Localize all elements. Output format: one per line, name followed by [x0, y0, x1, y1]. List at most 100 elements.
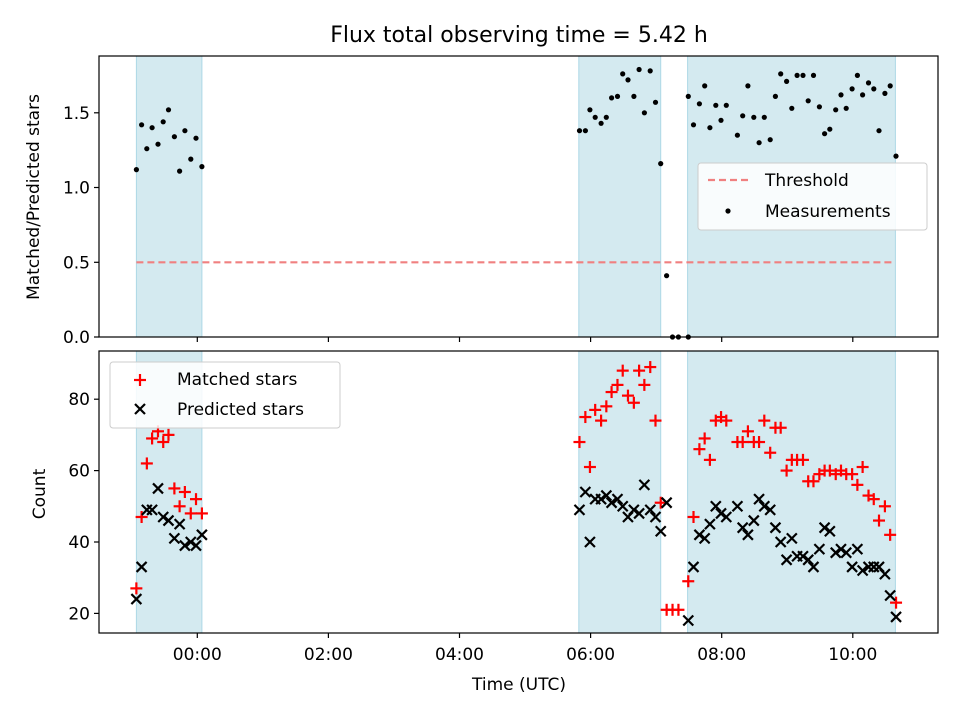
count-observing-window	[578, 350, 662, 634]
measurement-point	[155, 141, 161, 147]
measurement-point	[810, 72, 817, 78]
measurement-point	[171, 134, 177, 140]
predicted-stars-point	[704, 518, 716, 530]
measurement-point	[871, 86, 877, 92]
measurement-point	[822, 131, 828, 137]
count-x-tick-label: 00:00	[173, 645, 222, 665]
measurement-point	[165, 107, 172, 113]
measurement-point	[576, 128, 583, 134]
predicted-stars-point	[813, 543, 826, 555]
measurement-point	[139, 122, 145, 128]
measurement-point	[647, 68, 653, 74]
predicted-stars-point	[818, 521, 831, 534]
predicted-stars-point	[835, 543, 847, 555]
measurement-point	[707, 125, 713, 131]
matched-stars-point	[605, 386, 618, 399]
matched-stars-point	[687, 510, 700, 523]
count-y-axis-ticks: 20 40 60 80	[68, 390, 99, 624]
ratio-y-axis-label: Matched/Predicted stars	[24, 94, 44, 300]
predicted-stars-point	[802, 554, 814, 566]
predicted-stars-point	[196, 529, 208, 541]
measurement-point	[177, 168, 183, 174]
measurement-point	[587, 107, 593, 113]
matched-stars-point	[851, 478, 864, 491]
matched-stars-point	[611, 378, 624, 391]
measurement-point	[784, 78, 790, 84]
measurement-point	[876, 128, 882, 134]
matched-stars-point	[621, 389, 634, 402]
predicted-stars-point	[720, 511, 733, 523]
predicted-stars-point	[584, 536, 596, 548]
predicted-stars-point	[168, 532, 181, 545]
measurement-point	[838, 92, 844, 98]
matched-stars-point	[583, 461, 596, 474]
predicted-stars-point	[616, 500, 629, 513]
matched-stars-point	[184, 507, 197, 520]
matched-stars-point	[146, 432, 159, 445]
matched-stars-point	[774, 421, 787, 434]
measurement-point	[614, 93, 621, 99]
matched-stars-point	[753, 436, 766, 449]
measurement-point	[658, 161, 664, 167]
threshold-legend-label: Threshold	[764, 171, 849, 191]
predicted-stars-point	[130, 593, 143, 605]
count-x-tick-label: 02:00	[304, 645, 353, 665]
matched-stars-point	[644, 361, 657, 374]
measurement-point	[598, 120, 604, 126]
predicted-stars-point	[748, 514, 760, 527]
matched-stars-point	[190, 493, 203, 506]
count-y-axis-label: Count	[30, 468, 50, 519]
predicted-stars-point	[851, 543, 864, 555]
count-x-tick-label: 08:00	[697, 645, 746, 665]
count-x-tick-label: 04:00	[435, 645, 484, 665]
matched-stars-point	[140, 457, 153, 470]
predicted-stars-point	[152, 482, 164, 495]
predicted-stars-point	[715, 507, 727, 520]
measurement-point	[199, 164, 205, 170]
predicted-stars-point	[764, 504, 776, 516]
matched-stars-point	[579, 411, 592, 424]
predicted-stars-point	[742, 529, 754, 541]
predicted-stars-point	[179, 539, 191, 552]
predicted-stars-point	[649, 511, 662, 523]
measurements-legend-label: Measurements	[765, 202, 891, 222]
predicted-stars-point	[654, 525, 667, 538]
measurement-point	[620, 71, 626, 77]
measurement-point	[160, 119, 166, 125]
measurement-point	[756, 140, 762, 146]
matched-stars-point	[884, 528, 897, 541]
matched-stars-point	[846, 468, 859, 481]
ratio-x-axis-ticks	[196, 337, 854, 342]
matched-stars-point	[672, 603, 685, 616]
measurement-point	[740, 113, 746, 119]
predicted-stars-point	[157, 511, 170, 523]
measurement-point	[713, 102, 719, 108]
predicted-stars-point	[693, 529, 706, 541]
matched-stars-point	[178, 486, 191, 498]
count-x-tick-label: 10:00	[828, 645, 877, 665]
measurement-point	[751, 114, 757, 120]
measurement-point	[778, 71, 784, 77]
ratio-observing-window	[578, 55, 662, 338]
measurement-point	[690, 122, 697, 128]
predicted-legend-swatch	[134, 403, 146, 415]
ratio-legend: Threshold Measurements	[697, 162, 928, 231]
predicted-stars-point	[753, 493, 765, 505]
predicted-stars-point	[638, 479, 651, 491]
measurement-point	[767, 137, 773, 143]
matched-stars-point	[130, 582, 143, 595]
predicted-stars-point	[633, 507, 645, 520]
count-points-layer	[130, 361, 903, 627]
predicted-stars-point	[644, 504, 657, 516]
matched-stars-point	[616, 364, 629, 377]
matched-stars-point	[890, 596, 903, 609]
count-observing-window	[687, 350, 896, 634]
predicted-stars-point	[162, 514, 175, 527]
predicted-stars-point	[573, 504, 586, 516]
matched-stars-point	[807, 475, 820, 488]
count-x-axis-ticks: 00:00 02:00 04:00 06:00 08:00 10:00	[173, 633, 877, 665]
predicted-stars-point	[797, 550, 809, 563]
predicted-stars-point	[890, 611, 902, 623]
measurement-point	[592, 114, 598, 120]
